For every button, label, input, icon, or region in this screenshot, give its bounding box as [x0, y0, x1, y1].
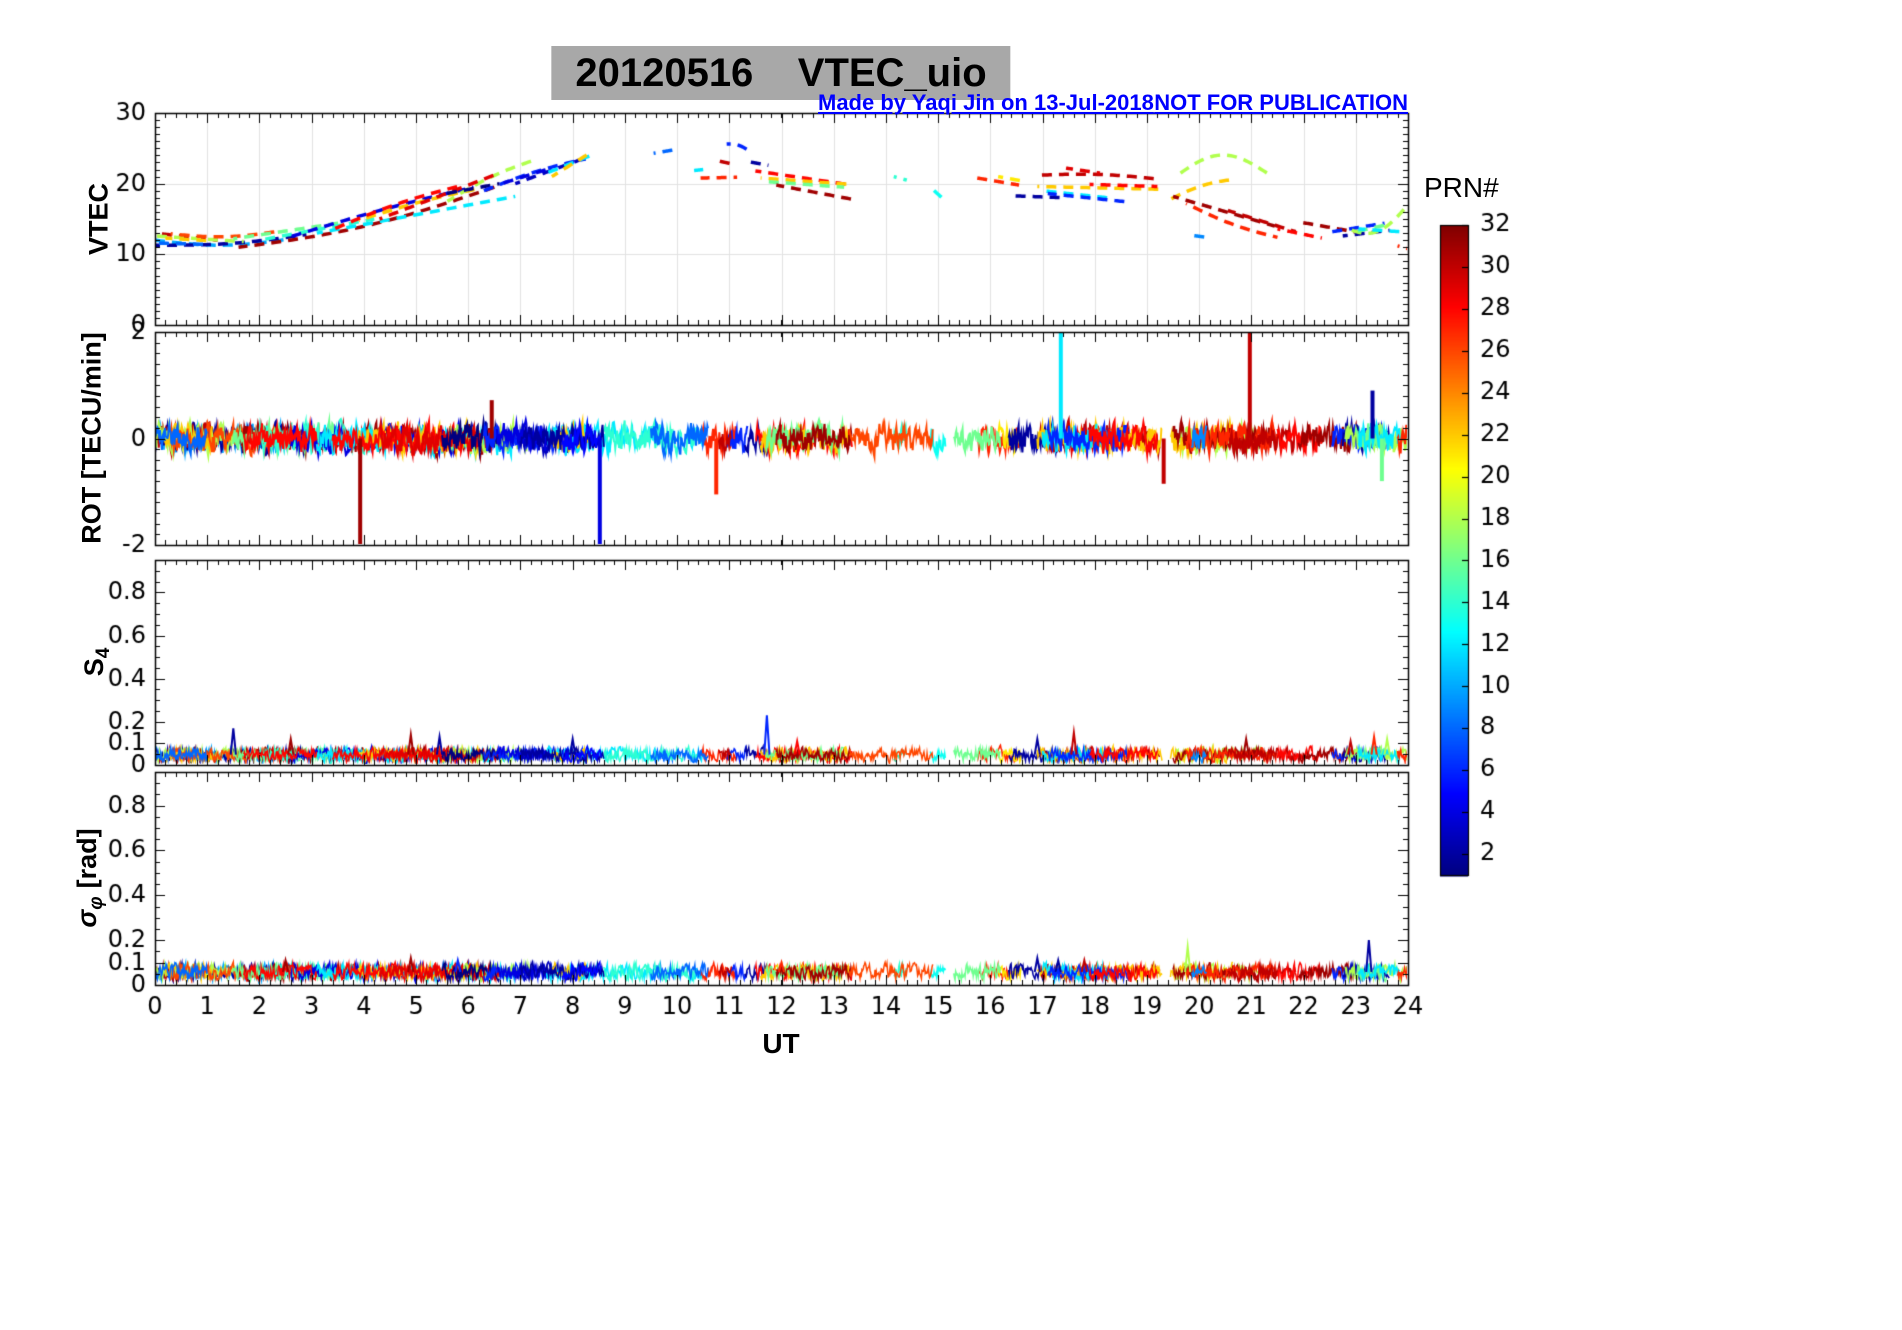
credit-annotation: Made by Yaqi Jin on 13-Jul-2018 — [818, 90, 1154, 115]
sigma-phi-axis-label: σφ [rad] — [72, 828, 108, 927]
sigma-label-subscript: φ — [86, 896, 108, 910]
not-for-publication-annotation: NOT FOR PUBLICATION — [1154, 90, 1408, 115]
sigma-label-unit: [rad] — [71, 828, 102, 889]
rot-axis-label: ROT [TECU/min] — [76, 332, 107, 544]
s4-label-subscript: 4 — [93, 647, 115, 659]
s4-label-base: S — [78, 658, 109, 677]
colorbar-label: PRN# — [1424, 172, 1499, 203]
vtec-axis-label: VTEC — [83, 182, 114, 256]
figure-title: 20120516 VTEC_uio — [551, 46, 1011, 100]
s4-axis-label: S4 — [79, 648, 115, 677]
x-axis-label: UT — [762, 1028, 800, 1059]
sigma-label-base: σ — [71, 909, 102, 928]
